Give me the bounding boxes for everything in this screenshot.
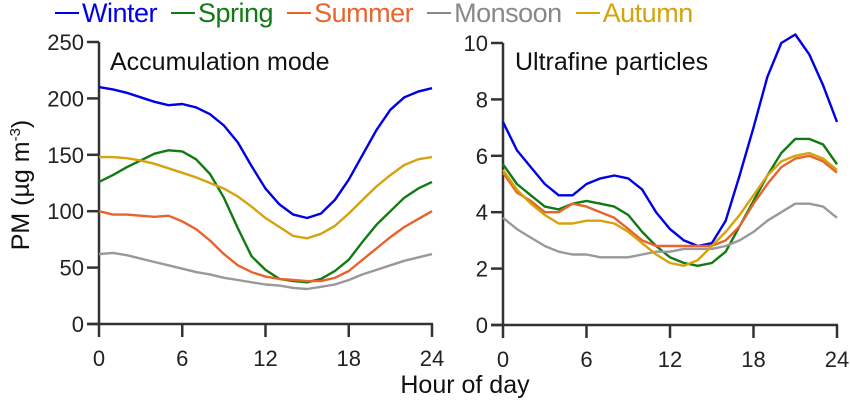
legend-label: Spring [198, 0, 274, 28]
x-tick-label: 24 [420, 346, 444, 371]
y-tick-label: 8 [476, 87, 488, 112]
y-axis-title-end: ) [7, 120, 35, 128]
series-line-winter [501, 33, 839, 248]
legend: Winter Spring Summer Monsoon Autumn [55, 0, 707, 30]
x-tick-label: 18 [337, 346, 361, 371]
y-axis-title: PM (µg m-3) [7, 120, 35, 251]
legend-item-winter: Winter [55, 0, 158, 29]
legend-item-autumn: Autumn [575, 0, 694, 29]
x-tick-label: 0 [93, 346, 105, 371]
y-tick-label: 0 [72, 312, 84, 337]
y-tick-label: 100 [47, 199, 84, 224]
legend-item-monsoon: Monsoon [427, 0, 562, 29]
x-tick-label: 6 [176, 346, 188, 371]
series-line-autumn [99, 155, 433, 240]
y-tick-label: 10 [464, 31, 488, 56]
series-line-monsoon [98, 251, 433, 291]
y-tick-label: 2 [476, 257, 488, 282]
series-line-summer [98, 210, 433, 283]
panel-accumulation-mode: 0 50 100 150 200 250 0 6 12 18 24 Accumulation mode [47, 30, 444, 371]
x-tick-label: 18 [741, 347, 765, 372]
y-tick-label: 200 [47, 86, 84, 111]
legend-label: Monsoon [454, 0, 562, 28]
series-line-spring [502, 137, 838, 267]
panel-title: Accumulation mode [110, 48, 330, 76]
legend-swatch [427, 12, 452, 14]
x-tick-label: 12 [658, 347, 682, 372]
y-tick-label: 4 [476, 200, 488, 225]
legend-label: Autumn [602, 0, 694, 28]
y-tick-label: 6 [476, 144, 488, 169]
x-tick-label: 12 [253, 346, 277, 371]
panel-title: Ultrafine particles [515, 48, 708, 76]
y-tick-label: 150 [47, 143, 84, 168]
legend-label: Winter [82, 0, 158, 28]
x-tick-label: 24 [825, 347, 849, 372]
y-tick-label: 250 [47, 30, 84, 55]
legend-item-summer: Summer [287, 0, 414, 29]
y-axis-title-main: PM (µg m [7, 141, 35, 250]
series-line-autumn [502, 151, 838, 267]
series-line-monsoon [502, 202, 838, 259]
x-tick-label: 6 [580, 347, 592, 372]
legend-swatch [55, 12, 79, 14]
y-tick-label: 0 [476, 313, 488, 338]
legend-swatch [575, 12, 600, 14]
series-line-winter [98, 85, 433, 220]
x-tick-label: 0 [497, 347, 509, 372]
legend-swatch [287, 12, 312, 14]
legend-label: Summer [314, 0, 414, 28]
y-tick-label: 50 [60, 256, 84, 281]
series-line-summer [502, 154, 838, 248]
legend-swatch [171, 12, 196, 14]
y-axis-title-sup: -3 [7, 128, 24, 141]
series-line-spring [98, 149, 433, 284]
legend-item-spring: Spring [171, 0, 274, 29]
x-axis-title: Hour of day [400, 371, 530, 399]
